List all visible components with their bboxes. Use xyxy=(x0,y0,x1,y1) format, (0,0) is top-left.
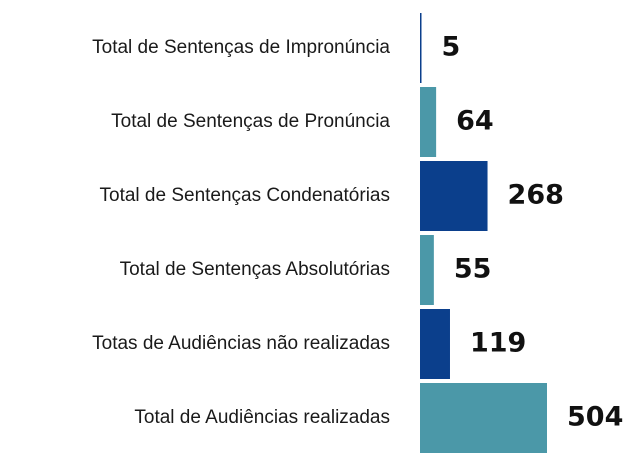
bar xyxy=(420,13,422,83)
bar xyxy=(420,309,450,379)
bar xyxy=(420,87,437,157)
value-label: 119 xyxy=(470,328,526,359)
value-label: 504 xyxy=(567,402,623,433)
category-label: Total de Sentenças de Pronúncia xyxy=(111,111,390,132)
bar xyxy=(420,383,547,453)
category-label: Total de Audiências realizadas xyxy=(134,407,390,428)
bar xyxy=(420,161,488,231)
category-label: Total de Sentenças Condenatórias xyxy=(100,185,390,206)
bar xyxy=(420,235,434,305)
category-label: Totas de Audiências não realizadas xyxy=(92,333,390,354)
value-label: 64 xyxy=(456,106,494,137)
category-label: Total de Sentenças de Impronúncia xyxy=(92,37,390,58)
value-label: 55 xyxy=(454,254,492,285)
category-label: Total de Sentenças Absolutórias xyxy=(120,259,390,280)
value-label: 5 xyxy=(442,32,461,63)
value-label: 268 xyxy=(508,180,564,211)
